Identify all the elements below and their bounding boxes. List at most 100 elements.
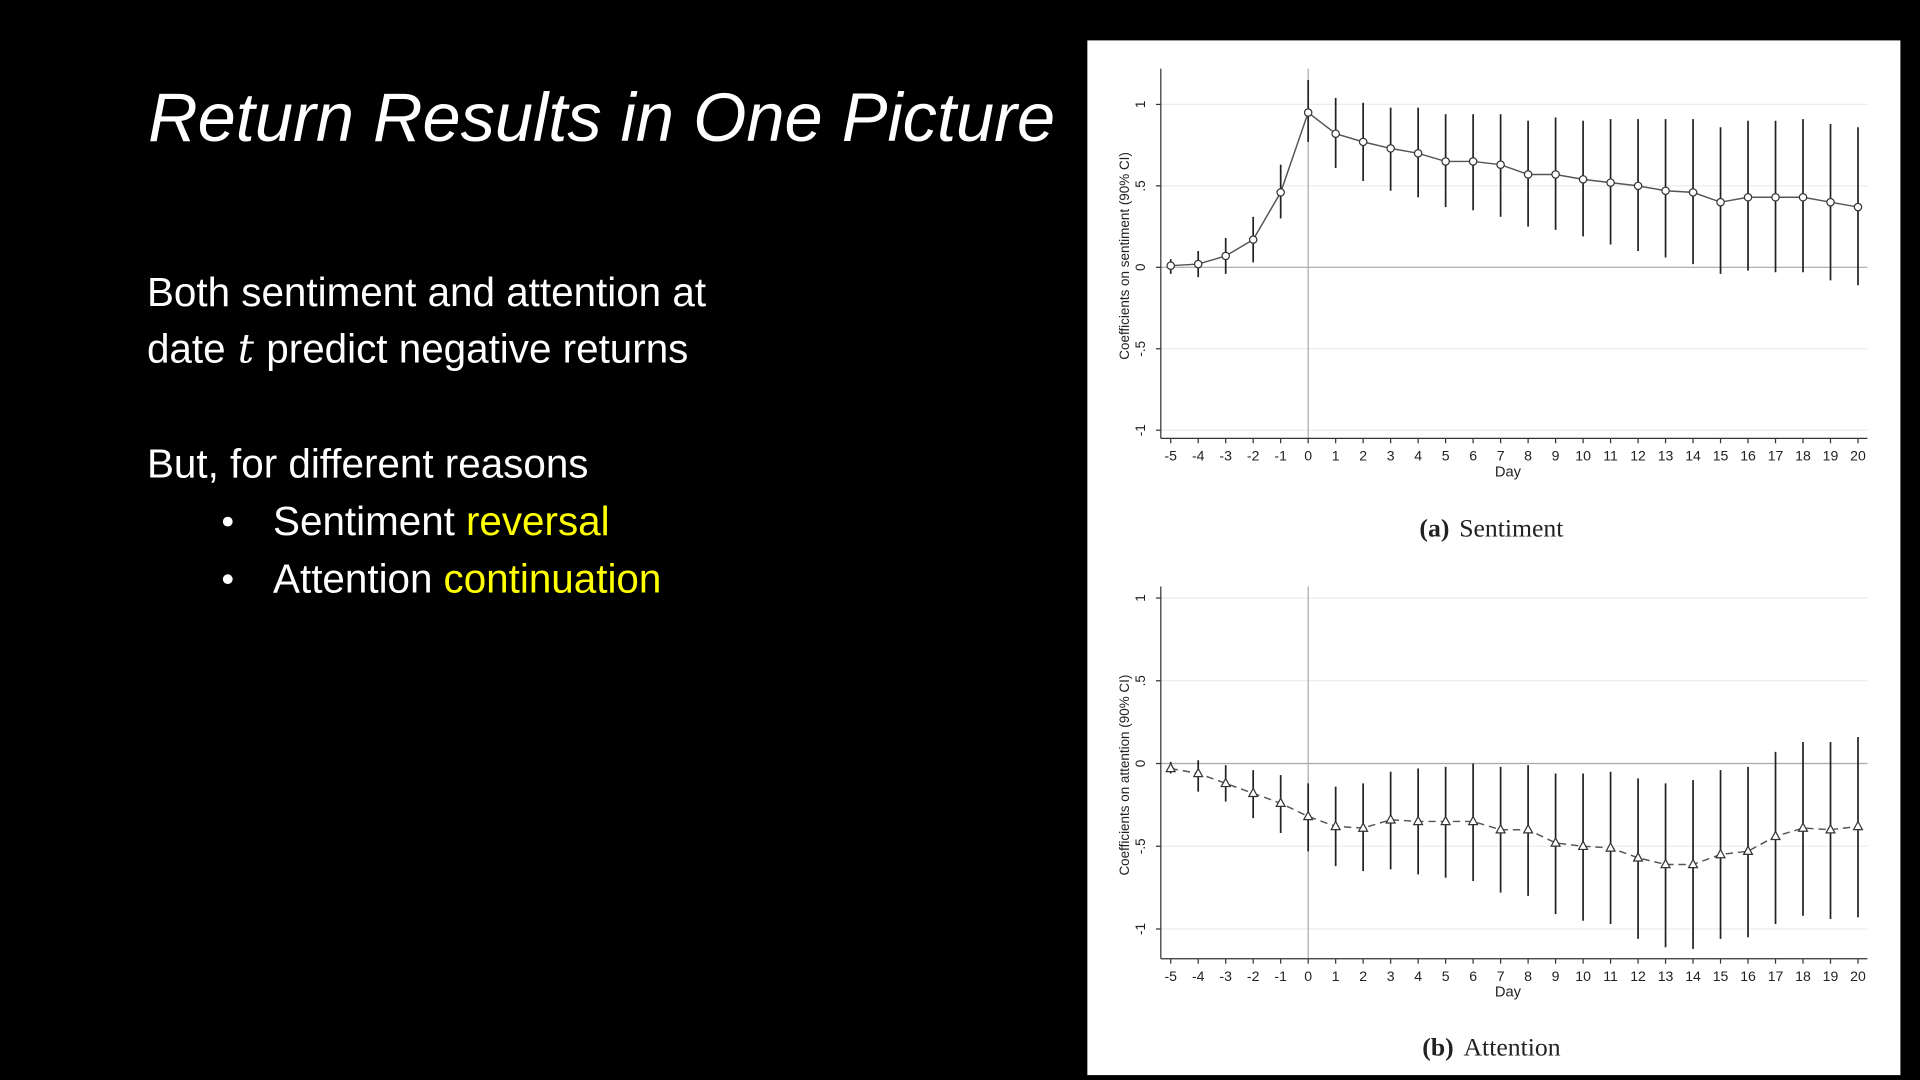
y-tick-label: 0	[1133, 760, 1148, 767]
x-tick-label: 13	[1658, 447, 1674, 463]
series-line	[1170, 111, 1859, 267]
x-tick-label: 9	[1552, 447, 1560, 463]
marker	[1523, 170, 1533, 179]
marker	[1522, 823, 1534, 834]
marker	[1275, 797, 1287, 808]
x-tick-label: 4	[1414, 447, 1422, 463]
marker	[1798, 192, 1808, 202]
x-tick-label: -5	[1164, 968, 1177, 984]
x-tick-label: 0	[1304, 447, 1312, 463]
x-axis-label: Day	[1495, 464, 1522, 480]
caption-text: Sentiment	[1459, 513, 1563, 542]
highlight-text: continuation	[444, 556, 662, 602]
marker	[1441, 157, 1450, 166]
marker	[1193, 259, 1203, 269]
x-tick-label: -4	[1192, 968, 1205, 984]
caption-tag: (a)	[1419, 513, 1449, 542]
x-tick-label: 11	[1603, 447, 1618, 463]
marker	[1743, 192, 1753, 202]
x-tick-label: 1	[1332, 447, 1340, 463]
y-axis-label: Coefficients on attention (90% CI)	[1117, 675, 1132, 876]
marker	[1825, 823, 1836, 834]
slide-title: Return Results in One Picture	[148, 79, 1055, 156]
marker	[1467, 815, 1479, 826]
x-tick-label: 7	[1497, 968, 1505, 984]
x-tick-label: 5	[1442, 447, 1450, 463]
y-tick-label: 0	[1133, 264, 1148, 271]
x-tick-label: 10	[1575, 447, 1591, 463]
x-tick-label: 5	[1442, 968, 1450, 984]
y-tick-label: .5	[1133, 675, 1148, 686]
x-tick-label: 1	[1332, 968, 1340, 984]
x-tick-label: 14	[1685, 968, 1701, 984]
x-tick-label: 3	[1387, 968, 1395, 984]
x-tick-label: 17	[1768, 968, 1784, 984]
x-tick-label: -3	[1219, 968, 1232, 984]
x-tick-label: -2	[1247, 447, 1260, 463]
marker	[1688, 188, 1698, 197]
marker	[1468, 157, 1478, 166]
math-variable: t	[238, 324, 255, 372]
marker	[1165, 762, 1177, 773]
y-tick-label: 1	[1133, 101, 1148, 108]
x-tick-label: 12	[1630, 447, 1646, 463]
highlight-text: reversal	[466, 498, 610, 544]
x-tick-label: -1	[1274, 968, 1287, 984]
body-line: Both sentiment and attention at	[147, 269, 706, 315]
bullet-dot	[222, 516, 233, 527]
marker	[1276, 188, 1285, 197]
marker	[1826, 197, 1835, 207]
marker	[1715, 848, 1726, 859]
x-tick-label: -5	[1164, 447, 1177, 463]
x-tick-label: 2	[1359, 447, 1367, 463]
marker	[1495, 823, 1507, 834]
marker	[1330, 820, 1342, 831]
x-tick-label: 9	[1552, 968, 1560, 984]
marker	[1770, 830, 1781, 841]
marker	[1221, 251, 1230, 261]
marker	[1606, 178, 1615, 187]
x-tick-label: 6	[1469, 447, 1477, 463]
x-tick-label: 4	[1414, 968, 1422, 984]
x-tick-label: 15	[1713, 968, 1729, 984]
body-line: date t predict negative returns	[147, 324, 688, 372]
x-tick-label: 16	[1740, 447, 1756, 463]
marker	[1496, 160, 1505, 169]
marker	[1357, 821, 1369, 832]
bullet-text: Sentiment	[273, 498, 455, 544]
x-tick-label: 16	[1740, 968, 1756, 984]
x-tick-label: 8	[1524, 447, 1532, 463]
bullet-dot	[222, 574, 233, 585]
x-tick-label: -1	[1274, 447, 1287, 463]
y-tick-label: .5	[1133, 180, 1148, 191]
marker	[1331, 129, 1340, 139]
marker	[1412, 815, 1424, 826]
x-tick-label: 7	[1497, 447, 1505, 463]
x-tick-label: -4	[1192, 447, 1205, 463]
marker	[1853, 202, 1863, 212]
x-tick-label: 8	[1524, 968, 1532, 984]
marker	[1192, 767, 1204, 778]
body-text: date	[147, 325, 226, 371]
x-tick-label: -2	[1247, 968, 1260, 984]
marker	[1771, 192, 1780, 202]
marker	[1386, 144, 1395, 153]
y-tick-label: -.5	[1133, 838, 1148, 854]
y-tick-label: -.5	[1133, 341, 1148, 357]
x-tick-label: 18	[1795, 968, 1811, 984]
series-line	[1170, 767, 1859, 866]
marker	[1578, 175, 1588, 184]
marker	[1303, 108, 1313, 117]
x-tick-label: 13	[1658, 968, 1674, 984]
x-tick-label: 19	[1823, 447, 1839, 463]
marker	[1440, 815, 1452, 826]
bullet-item: Sentiment reversal	[273, 498, 610, 544]
marker	[1413, 149, 1423, 158]
marker	[1605, 841, 1617, 852]
caption-text: Attention	[1463, 1033, 1560, 1062]
marker	[1852, 820, 1864, 831]
marker	[1797, 821, 1809, 832]
marker	[1660, 858, 1671, 869]
figure-panel	[1087, 40, 1901, 1076]
